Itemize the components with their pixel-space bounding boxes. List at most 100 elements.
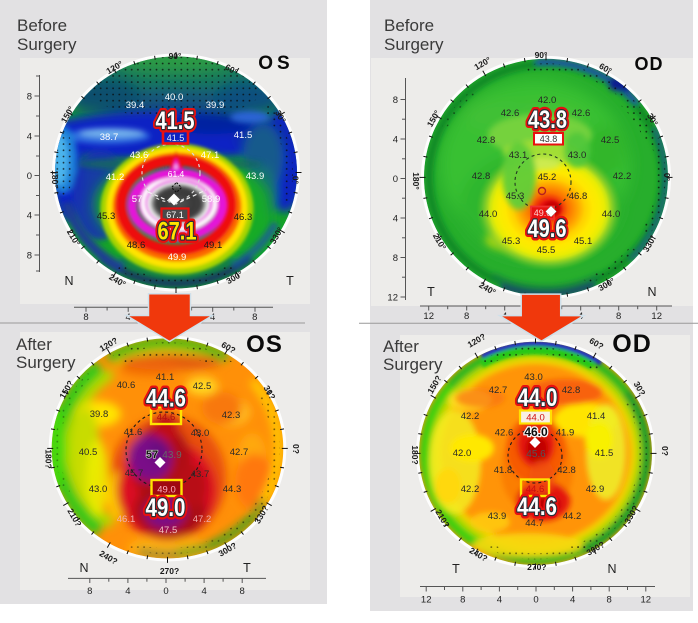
svg-text:39.8: 39.8 [90,409,109,420]
svg-text:42.6: 42.6 [495,428,514,439]
svg-text:41.5: 41.5 [156,107,195,135]
svg-text:47.5: 47.5 [159,525,178,536]
svg-text:T: T [452,562,460,576]
svg-text:43.8: 43.8 [528,106,567,134]
svg-text:42.8: 42.8 [562,385,581,396]
svg-text:12: 12 [651,311,662,322]
svg-text:After: After [16,335,52,354]
svg-text:46.1: 46.1 [117,514,136,525]
svg-text:41.5: 41.5 [156,107,195,135]
svg-text:Before: Before [17,16,67,35]
svg-text:47.1: 47.1 [201,150,220,161]
svg-text:270?: 270? [160,566,179,576]
svg-text:Surgery: Surgery [384,35,444,54]
svg-text:41.8: 41.8 [494,465,513,476]
svg-text:0: 0 [393,174,398,185]
svg-text:43.8: 43.8 [540,134,558,144]
svg-text:8: 8 [616,311,621,322]
svg-text:48.0: 48.0 [191,428,210,439]
svg-text:Surgery: Surgery [383,355,443,374]
svg-text:42.8: 42.8 [477,135,496,146]
svg-text:Surgery: Surgery [17,35,77,54]
svg-text:42.0: 42.0 [538,95,557,106]
svg-text:OS: OS [246,331,283,358]
svg-text:44.6: 44.6 [517,493,557,521]
svg-text:42.5: 42.5 [601,135,620,146]
svg-text:58.9: 58.9 [202,194,221,205]
svg-text:8: 8 [607,595,612,606]
svg-text:42.8: 42.8 [472,171,491,182]
svg-text:8: 8 [393,253,398,264]
svg-text:42.6: 42.6 [572,108,591,119]
svg-text:12: 12 [423,311,434,322]
svg-text:41.6: 41.6 [124,427,143,438]
svg-text:45.3: 45.3 [502,236,521,247]
svg-text:45.5: 45.5 [537,245,556,256]
svg-text:57: 57 [132,194,143,205]
svg-text:45.1: 45.1 [574,236,593,247]
svg-text:49.6: 49.6 [528,215,567,243]
svg-text:40.6: 40.6 [117,380,136,391]
svg-text:44.6: 44.6 [146,385,186,413]
svg-text:0°: 0° [291,176,301,185]
svg-text:45.3: 45.3 [506,191,525,202]
svg-text:45.6: 45.6 [526,449,546,460]
svg-text:49.0: 49.0 [146,494,186,522]
svg-text:67.1: 67.1 [158,218,197,246]
svg-text:43.9: 43.9 [488,511,507,522]
svg-text:8: 8 [27,92,32,103]
svg-text:42.7: 42.7 [489,385,508,396]
svg-text:44.6: 44.6 [146,385,186,413]
svg-text:12: 12 [641,595,652,606]
svg-text:8: 8 [240,586,245,597]
svg-text:49.0: 49.0 [157,485,176,496]
svg-text:61.4: 61.4 [168,169,185,179]
svg-text:43.1: 43.1 [509,150,528,161]
svg-text:4: 4 [27,211,32,222]
svg-text:42.6: 42.6 [501,108,520,119]
svg-text:42.2: 42.2 [461,411,480,422]
svg-text:42.9: 42.9 [586,484,605,495]
svg-text:49.0: 49.0 [146,494,186,522]
svg-text:T: T [243,561,251,575]
svg-text:41.4: 41.4 [587,411,606,422]
svg-text:44.0: 44.0 [479,209,498,220]
svg-text:49.6: 49.6 [534,208,552,218]
svg-text:90°: 90° [169,51,182,61]
svg-text:4: 4 [393,214,398,225]
svg-text:42.7: 42.7 [230,447,249,458]
svg-text:45.7: 45.7 [125,468,144,479]
svg-text:OD: OD [612,330,652,358]
svg-text:90°: 90° [535,50,548,60]
svg-text:After: After [383,337,419,356]
svg-text:44.6: 44.6 [526,484,545,495]
svg-text:180?: 180? [410,445,420,464]
svg-text:4: 4 [497,595,502,606]
svg-text:49.1: 49.1 [204,240,223,251]
svg-text:42.0: 42.0 [453,448,472,459]
svg-text:40.0: 40.0 [165,92,184,103]
svg-text:0: 0 [533,595,538,606]
svg-text:67.1: 67.1 [158,218,197,246]
svg-text:N: N [607,562,616,576]
svg-text:41.1: 41.1 [156,372,175,383]
svg-text:N: N [64,274,73,288]
svg-text:N: N [79,561,88,575]
svg-text:43.0: 43.0 [568,150,587,161]
svg-text:8: 8 [27,251,32,262]
svg-text:41.5: 41.5 [234,130,253,141]
svg-text:49.9: 49.9 [168,252,187,263]
svg-text:N: N [647,285,656,299]
svg-text:8: 8 [460,595,465,606]
svg-text:8: 8 [87,586,92,597]
svg-text:42.3: 42.3 [222,410,241,421]
svg-text:44.7: 44.7 [525,518,544,529]
svg-text:42.2: 42.2 [461,484,480,495]
svg-text:OD: OD [635,54,664,74]
svg-text:40.5: 40.5 [79,447,98,458]
svg-text:41.5: 41.5 [167,133,185,143]
svg-text:0°: 0° [662,173,672,182]
svg-text:270?: 270? [527,562,546,572]
svg-text:4: 4 [210,312,215,323]
svg-text:0: 0 [163,586,168,597]
